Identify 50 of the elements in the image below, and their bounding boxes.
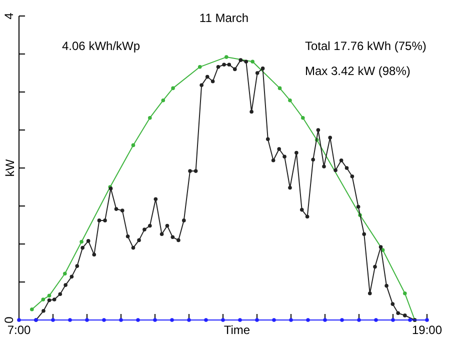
point (131, 143, 136, 148)
point (187, 318, 191, 322)
point (340, 318, 344, 322)
annotation: Total 17.76 kWh (75%) (305, 39, 426, 53)
point (301, 116, 305, 120)
point (425, 318, 429, 322)
point (80, 240, 84, 244)
point (374, 318, 378, 322)
point (288, 98, 292, 102)
x-axis-title: Time (224, 323, 250, 337)
point (255, 318, 259, 322)
point (289, 318, 293, 322)
point (119, 318, 123, 322)
point (221, 318, 225, 322)
point (204, 318, 208, 322)
point (17, 318, 21, 322)
point (63, 272, 67, 276)
point (198, 65, 202, 69)
y-tick-label: 0 (2, 316, 16, 324)
point (171, 86, 175, 90)
point (148, 116, 152, 120)
point (224, 55, 228, 59)
point (161, 98, 166, 102)
point (250, 60, 254, 64)
point (170, 318, 174, 322)
point (278, 86, 282, 90)
point (357, 318, 361, 322)
point (102, 318, 106, 322)
point (85, 318, 89, 322)
x-tick-label: 7:00 (7, 323, 31, 337)
point (51, 318, 55, 322)
point (68, 318, 72, 322)
annotation: Max 3.42 kW (98%) (305, 64, 410, 78)
point (403, 292, 407, 296)
point (47, 294, 52, 298)
point (136, 318, 140, 322)
point (30, 307, 34, 312)
x-tick-label: 19:00 (412, 323, 442, 337)
point (306, 318, 310, 322)
y-tick-label: 4 (2, 12, 16, 20)
point (391, 318, 395, 322)
point (238, 318, 242, 322)
point (323, 318, 327, 322)
y-axis-title: kW (3, 158, 17, 177)
point (408, 318, 412, 322)
chart-title: 11 March (199, 11, 249, 25)
point (153, 318, 157, 322)
point (272, 318, 276, 322)
point (41, 298, 46, 302)
annotation: 4.06 kWh/kWp (62, 39, 140, 53)
